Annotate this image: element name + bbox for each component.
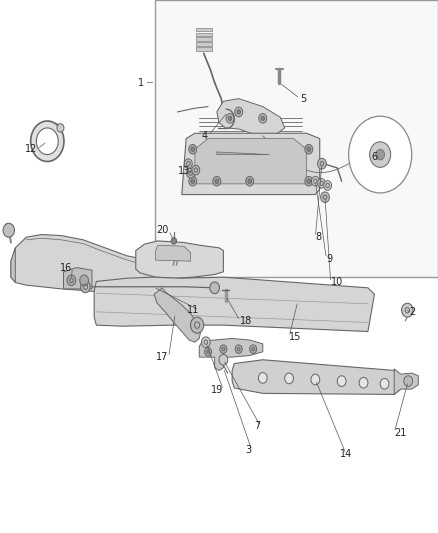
Circle shape bbox=[248, 179, 251, 183]
Circle shape bbox=[31, 121, 64, 161]
Circle shape bbox=[220, 345, 227, 353]
Text: 14: 14 bbox=[340, 449, 352, 459]
Circle shape bbox=[376, 149, 385, 160]
Circle shape bbox=[189, 176, 197, 186]
Text: 18: 18 bbox=[240, 316, 252, 326]
Polygon shape bbox=[11, 235, 162, 292]
Text: 15: 15 bbox=[289, 332, 301, 342]
Polygon shape bbox=[182, 133, 320, 195]
Circle shape bbox=[324, 181, 332, 190]
Polygon shape bbox=[11, 248, 15, 282]
Circle shape bbox=[311, 176, 319, 186]
Polygon shape bbox=[232, 360, 401, 394]
Text: 13: 13 bbox=[178, 166, 191, 175]
Circle shape bbox=[305, 144, 313, 154]
Circle shape bbox=[237, 110, 240, 114]
Polygon shape bbox=[217, 152, 269, 155]
Circle shape bbox=[215, 179, 219, 183]
Circle shape bbox=[321, 192, 329, 203]
Circle shape bbox=[259, 114, 267, 123]
Polygon shape bbox=[64, 268, 92, 289]
Circle shape bbox=[228, 116, 232, 120]
Circle shape bbox=[189, 144, 197, 154]
Circle shape bbox=[305, 176, 313, 186]
Circle shape bbox=[80, 275, 88, 286]
Polygon shape bbox=[154, 288, 201, 342]
Circle shape bbox=[402, 303, 413, 317]
Text: 2: 2 bbox=[410, 307, 416, 317]
Polygon shape bbox=[195, 139, 307, 184]
Circle shape bbox=[191, 179, 194, 183]
Text: 8: 8 bbox=[315, 232, 321, 242]
Circle shape bbox=[171, 238, 177, 244]
Circle shape bbox=[307, 179, 311, 183]
Circle shape bbox=[3, 223, 14, 237]
Circle shape bbox=[191, 147, 194, 151]
Circle shape bbox=[235, 345, 242, 353]
Circle shape bbox=[36, 128, 58, 155]
Circle shape bbox=[210, 282, 219, 294]
Text: 1: 1 bbox=[138, 78, 145, 87]
Circle shape bbox=[205, 348, 212, 356]
Circle shape bbox=[370, 142, 391, 167]
Circle shape bbox=[67, 275, 76, 286]
Polygon shape bbox=[136, 241, 223, 278]
Polygon shape bbox=[217, 99, 285, 136]
Circle shape bbox=[184, 159, 192, 168]
Circle shape bbox=[307, 147, 311, 151]
Text: 5: 5 bbox=[300, 94, 306, 103]
Bar bbox=[196, 47, 212, 51]
Circle shape bbox=[219, 354, 228, 365]
Text: 4: 4 bbox=[202, 131, 208, 141]
Polygon shape bbox=[199, 338, 263, 370]
Text: 19: 19 bbox=[211, 385, 223, 395]
Circle shape bbox=[318, 158, 326, 169]
Circle shape bbox=[213, 176, 221, 186]
Circle shape bbox=[226, 114, 234, 123]
Text: 20: 20 bbox=[156, 225, 169, 235]
Circle shape bbox=[250, 345, 257, 353]
Bar bbox=[196, 33, 212, 36]
Circle shape bbox=[187, 168, 194, 178]
Polygon shape bbox=[155, 245, 191, 261]
Polygon shape bbox=[94, 277, 374, 332]
Circle shape bbox=[311, 374, 320, 385]
Bar bbox=[196, 42, 212, 46]
Circle shape bbox=[246, 176, 254, 186]
Text: 17: 17 bbox=[156, 352, 169, 362]
Circle shape bbox=[404, 376, 413, 386]
Circle shape bbox=[57, 124, 64, 132]
Circle shape bbox=[201, 337, 210, 348]
Circle shape bbox=[359, 377, 368, 388]
Circle shape bbox=[81, 281, 90, 293]
Bar bbox=[196, 37, 212, 41]
Text: 16: 16 bbox=[60, 263, 72, 272]
Bar bbox=[196, 28, 212, 31]
Circle shape bbox=[261, 116, 265, 120]
Circle shape bbox=[318, 179, 325, 188]
Text: 9: 9 bbox=[326, 254, 332, 263]
Circle shape bbox=[349, 116, 412, 193]
Circle shape bbox=[191, 317, 204, 333]
Polygon shape bbox=[394, 369, 418, 394]
Circle shape bbox=[258, 373, 267, 383]
Text: 21: 21 bbox=[394, 428, 406, 438]
Circle shape bbox=[192, 165, 200, 175]
Circle shape bbox=[235, 107, 243, 117]
Circle shape bbox=[380, 378, 389, 389]
Text: 6: 6 bbox=[371, 152, 378, 162]
Text: 3: 3 bbox=[246, 446, 252, 455]
Text: 7: 7 bbox=[254, 422, 261, 431]
Text: 11: 11 bbox=[187, 305, 199, 315]
Text: 10: 10 bbox=[331, 278, 343, 287]
Circle shape bbox=[337, 376, 346, 386]
Circle shape bbox=[285, 373, 293, 384]
FancyBboxPatch shape bbox=[155, 0, 438, 277]
Text: 12: 12 bbox=[25, 144, 37, 154]
